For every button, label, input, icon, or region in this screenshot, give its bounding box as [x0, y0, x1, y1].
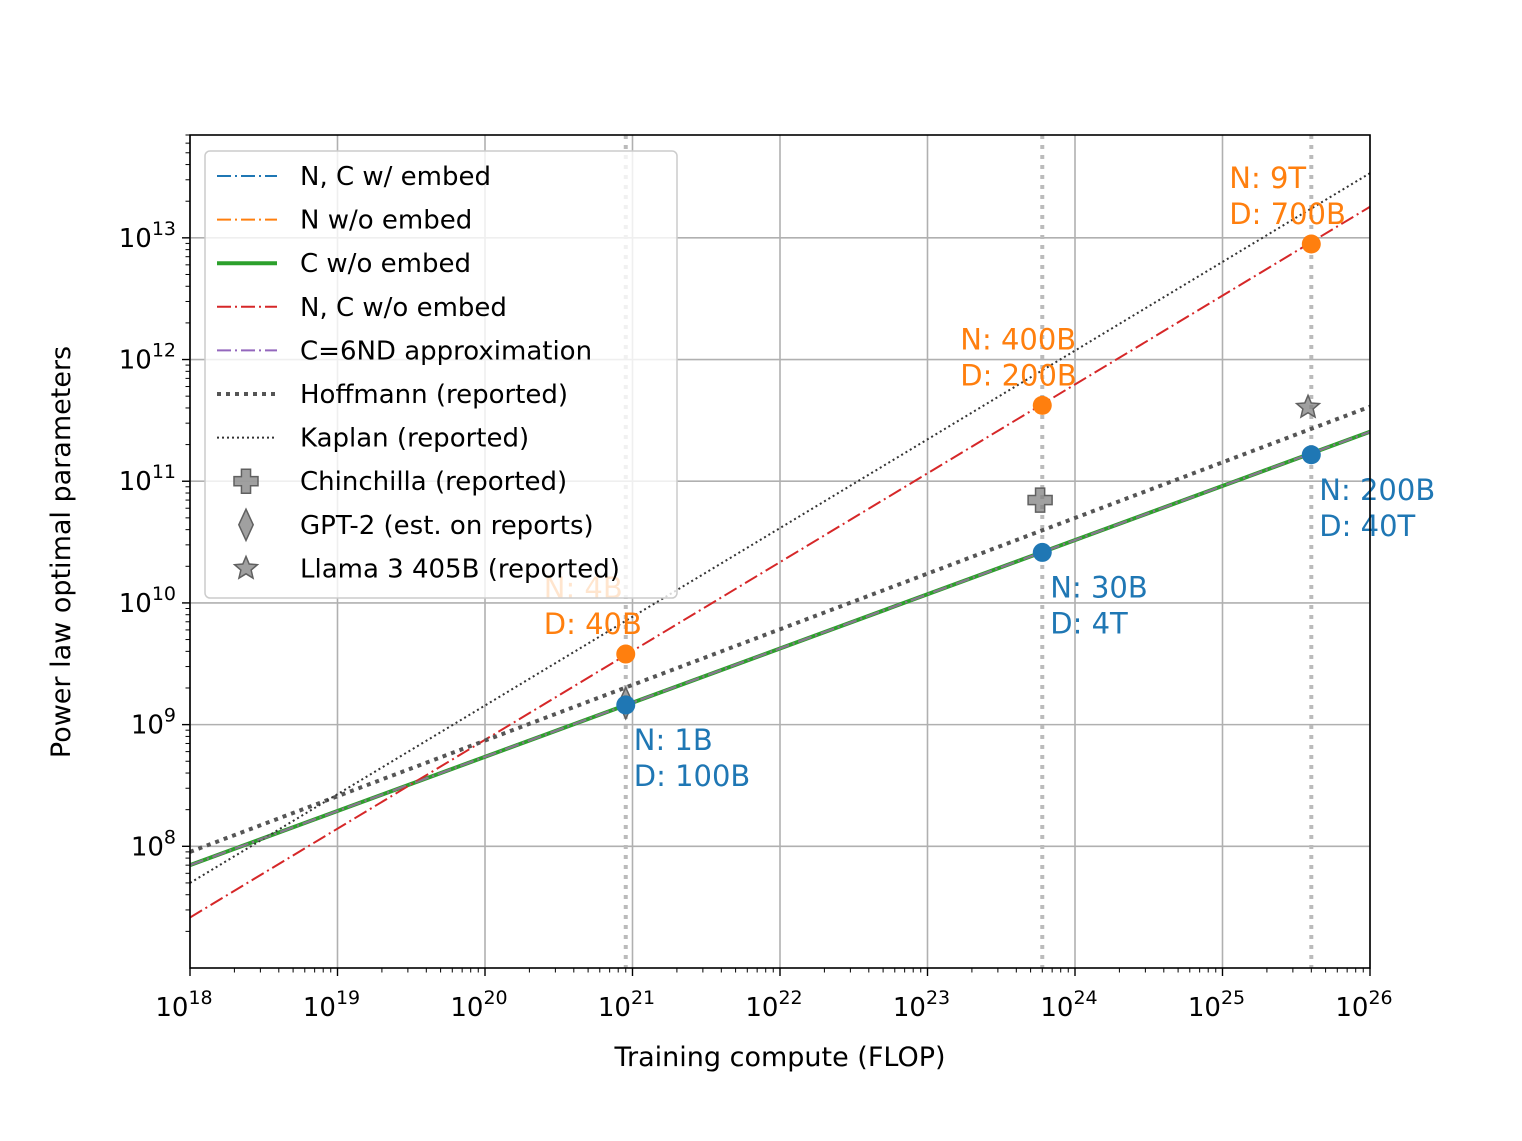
- annotation-line1: N: 400B: [960, 322, 1076, 356]
- annotation-line2: D: 100B: [634, 759, 751, 793]
- y-tick-label: 1012: [119, 340, 176, 376]
- legend-label-4: C=6ND approximation: [300, 336, 592, 366]
- annotation-line1: N: 200B: [1319, 473, 1435, 507]
- y-tick-label: 1011: [119, 461, 176, 497]
- series-line-5: [190, 404, 1370, 854]
- annotation-line2: D: 4T: [1050, 606, 1128, 640]
- legend-label-7: Chinchilla (reported): [300, 467, 567, 497]
- x-tick-label: 1019: [303, 987, 360, 1023]
- y-tick-label: 109: [131, 705, 176, 741]
- legend-box: [204, 150, 678, 599]
- series-lines: [190, 172, 1370, 919]
- legend-label-6: Kaplan (reported): [300, 424, 529, 454]
- data-point: [1301, 234, 1321, 254]
- marker-7: [1027, 487, 1053, 513]
- y-tick-label: 1010: [119, 583, 176, 619]
- series-line-3: [190, 205, 1370, 919]
- legend-label-9: Llama 3 405B (reported): [300, 554, 620, 584]
- annotation-line1: N: 9T: [1229, 161, 1306, 195]
- annotation-line1: N: 1B: [634, 723, 713, 757]
- legend-label-0: N, C w/ embed: [300, 162, 491, 192]
- legend: N, C w/ embed N w/o embed C w/o embed N, C …: [204, 150, 678, 599]
- data-point: [1032, 395, 1052, 415]
- x-tick-label: 1026: [1335, 987, 1392, 1023]
- legend-marker-7: [233, 468, 259, 494]
- ticks: 1018 1019 1020 1021 1022 1023 1024 1025 1026 108 1…: [119, 134, 1393, 1023]
- data-point: [616, 644, 636, 664]
- x-tick-label: 1024: [1040, 987, 1097, 1023]
- legend-label-8: GPT-2 (est. on reports): [300, 511, 594, 541]
- legend-label-1: N w/o embed: [300, 206, 472, 236]
- annotation-line2: D: 40T: [1319, 509, 1415, 543]
- marker-9: [1294, 393, 1322, 419]
- data-point: [616, 695, 636, 715]
- data-point: [1301, 445, 1321, 465]
- x-tick-label: 1020: [450, 987, 507, 1023]
- x-tick-label: 1018: [155, 987, 212, 1023]
- legend-label-2: C w/o embed: [300, 249, 471, 279]
- annotation-line1: N: 30B: [1050, 570, 1147, 604]
- x-tick-label: 1023: [893, 987, 950, 1023]
- annotation-line2: D: 40B: [544, 607, 642, 641]
- legend-marker-8: [237, 507, 255, 543]
- legend-label-3: N, C w/o embed: [300, 293, 507, 323]
- x-tick-label: 1021: [598, 987, 655, 1023]
- series-line-overlay: [190, 430, 1370, 867]
- x-axis-label: Training compute (FLOP): [613, 1042, 945, 1073]
- legend-label-5: Hoffmann (reported): [300, 380, 568, 410]
- markers: [616, 234, 1322, 721]
- x-tick-label: 1022: [745, 987, 802, 1023]
- y-tick-label: 108: [131, 826, 176, 862]
- y-axis-label: Power law optimal parameters: [46, 346, 77, 758]
- annotation-line2: D: 200B: [960, 358, 1077, 392]
- annotation-line2: D: 700B: [1229, 197, 1346, 231]
- y-tick-label: 1013: [119, 218, 176, 254]
- legend-marker-9: [232, 554, 260, 580]
- x-tick-label: 1025: [1188, 987, 1245, 1023]
- data-point: [1032, 542, 1052, 562]
